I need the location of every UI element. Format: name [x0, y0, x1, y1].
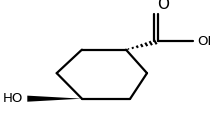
Polygon shape: [27, 96, 82, 102]
Text: HO: HO: [3, 92, 23, 105]
Text: O: O: [157, 0, 169, 12]
Text: OH: OH: [197, 35, 210, 48]
